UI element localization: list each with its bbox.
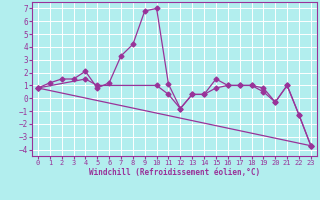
X-axis label: Windchill (Refroidissement éolien,°C): Windchill (Refroidissement éolien,°C) xyxy=(89,168,260,177)
